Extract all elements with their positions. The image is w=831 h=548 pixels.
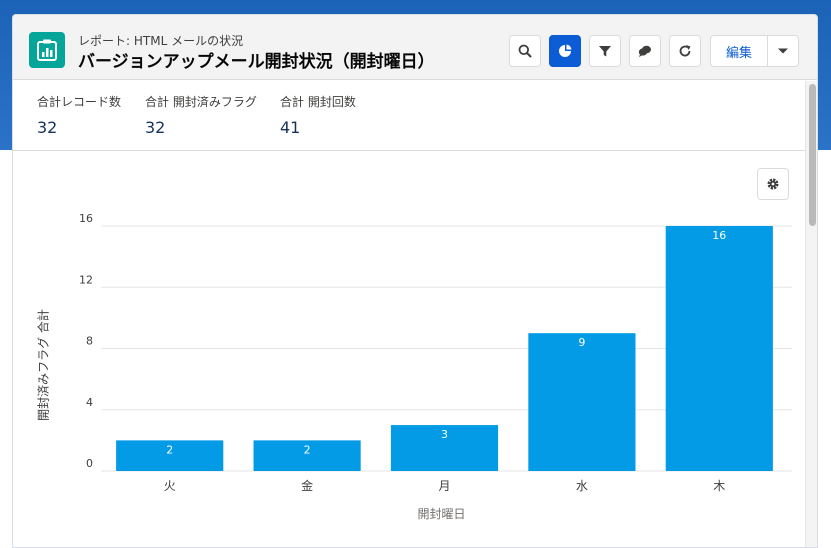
x-axis-label: 開封曜日 xyxy=(417,507,465,521)
refresh-icon xyxy=(679,45,691,57)
vertical-scrollbar[interactable] xyxy=(805,81,817,547)
metric-value: 32 xyxy=(37,118,58,137)
y-tick-label: 0 xyxy=(86,457,93,470)
x-tick-label: 水 xyxy=(576,479,588,493)
y-tick-label: 8 xyxy=(86,335,93,348)
metric-label: 合計 開封済みフラグ xyxy=(145,95,257,109)
edit-button[interactable]: 編集 xyxy=(711,36,768,66)
bar xyxy=(528,333,636,471)
metric-opened-flag-total: 合計 開封済みフラグ 32 xyxy=(145,93,257,137)
comments-icon xyxy=(638,45,651,57)
data-label: 2 xyxy=(304,443,311,456)
chart-icon xyxy=(559,44,572,57)
y-axis-label: 開封済みフラグ 合計 xyxy=(36,309,51,421)
chart-settings-button[interactable] xyxy=(757,168,789,200)
data-label: 3 xyxy=(441,428,448,441)
edit-button-group: 編集 xyxy=(710,35,799,67)
gear-icon xyxy=(767,178,779,190)
chevron-down-icon xyxy=(778,48,788,54)
metric-record-count: 合計レコード数 32 xyxy=(37,93,121,137)
page-title: バージョンアップメール開封状況（開封曜日） xyxy=(78,52,435,72)
chart-toggle-button[interactable] xyxy=(549,35,581,67)
bar xyxy=(253,440,361,471)
filter-icon xyxy=(599,46,611,57)
x-tick-label: 火 xyxy=(164,479,176,493)
x-tick-label: 木 xyxy=(713,479,725,493)
refresh-button[interactable] xyxy=(669,35,701,67)
summary-panel: 合計レコード数 32 合計 開封済みフラグ 32 合計 開封回数 41 xyxy=(13,81,805,151)
metric-label: 合計レコード数 xyxy=(37,95,122,109)
comments-button[interactable] xyxy=(629,35,661,67)
bar xyxy=(116,440,224,471)
metric-value: 32 xyxy=(145,118,166,137)
filter-button[interactable] xyxy=(589,35,621,67)
data-label: 16 xyxy=(712,229,726,242)
report-card: レポート: HTML メールの状況 バージョンアップメール開封状況（開封曜日） xyxy=(12,14,818,548)
y-tick-label: 4 xyxy=(86,396,93,409)
x-tick-label: 金 xyxy=(301,478,313,493)
metric-open-count-total: 合計 開封回数 41 xyxy=(280,93,356,137)
report-header: レポート: HTML メールの状況 バージョンアップメール開封状況（開封曜日） xyxy=(13,15,817,80)
x-tick-label: 月 xyxy=(438,479,450,493)
bar xyxy=(665,226,773,471)
metric-label: 合計 開封回数 xyxy=(280,95,356,109)
edit-menu-button[interactable] xyxy=(768,36,798,66)
search-button[interactable] xyxy=(509,35,541,67)
y-tick-label: 16 xyxy=(79,212,93,225)
y-tick-label: 12 xyxy=(79,273,93,286)
bar xyxy=(390,425,499,471)
report-subtitle: レポート: HTML メールの状況 xyxy=(78,34,244,48)
data-label: 9 xyxy=(578,336,585,349)
scrollbar-thumb[interactable] xyxy=(809,84,816,226)
search-icon xyxy=(518,44,532,58)
metric-value: 41 xyxy=(280,118,301,137)
report-icon xyxy=(29,32,65,68)
data-label: 2 xyxy=(166,443,173,456)
